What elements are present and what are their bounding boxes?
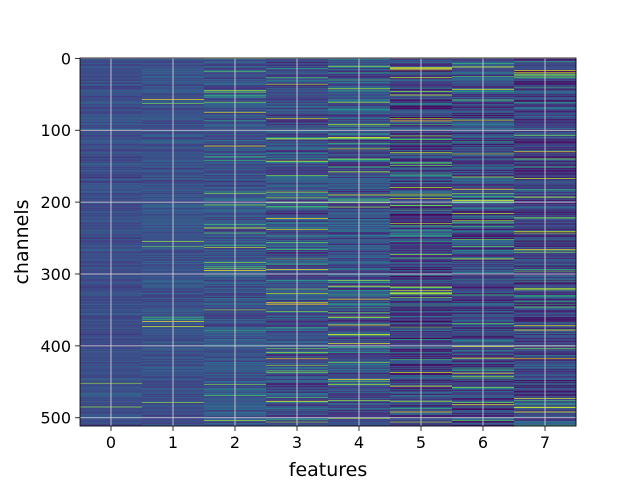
x-axis: 0 1 2 3 4 5 6 7 xyxy=(106,426,550,452)
x-axis-label: features xyxy=(289,459,368,480)
grid-lines xyxy=(80,57,576,426)
x-tick-label: 0 xyxy=(106,433,116,452)
y-axis: 0 100 200 300 400 500 xyxy=(40,49,80,428)
x-tick-label: 7 xyxy=(540,433,550,452)
y-tick-label: 100 xyxy=(40,121,71,140)
x-tick-label: 6 xyxy=(478,433,488,452)
y-tick-label: 400 xyxy=(40,337,71,356)
x-tick-label: 1 xyxy=(168,433,178,452)
plot-frame xyxy=(79,57,577,427)
y-tick-label: 500 xyxy=(40,409,71,428)
y-tick-label: 200 xyxy=(40,193,71,212)
heatmap-cells xyxy=(80,58,577,427)
x-tick-label: 5 xyxy=(416,433,426,452)
y-tick-label: 300 xyxy=(40,265,71,284)
y-tick-label: 0 xyxy=(61,49,71,68)
y-axis-label: channels xyxy=(11,199,33,284)
x-tick-label: 3 xyxy=(292,433,302,452)
x-tick-label: 4 xyxy=(354,433,364,452)
x-tick-label: 2 xyxy=(230,433,240,452)
